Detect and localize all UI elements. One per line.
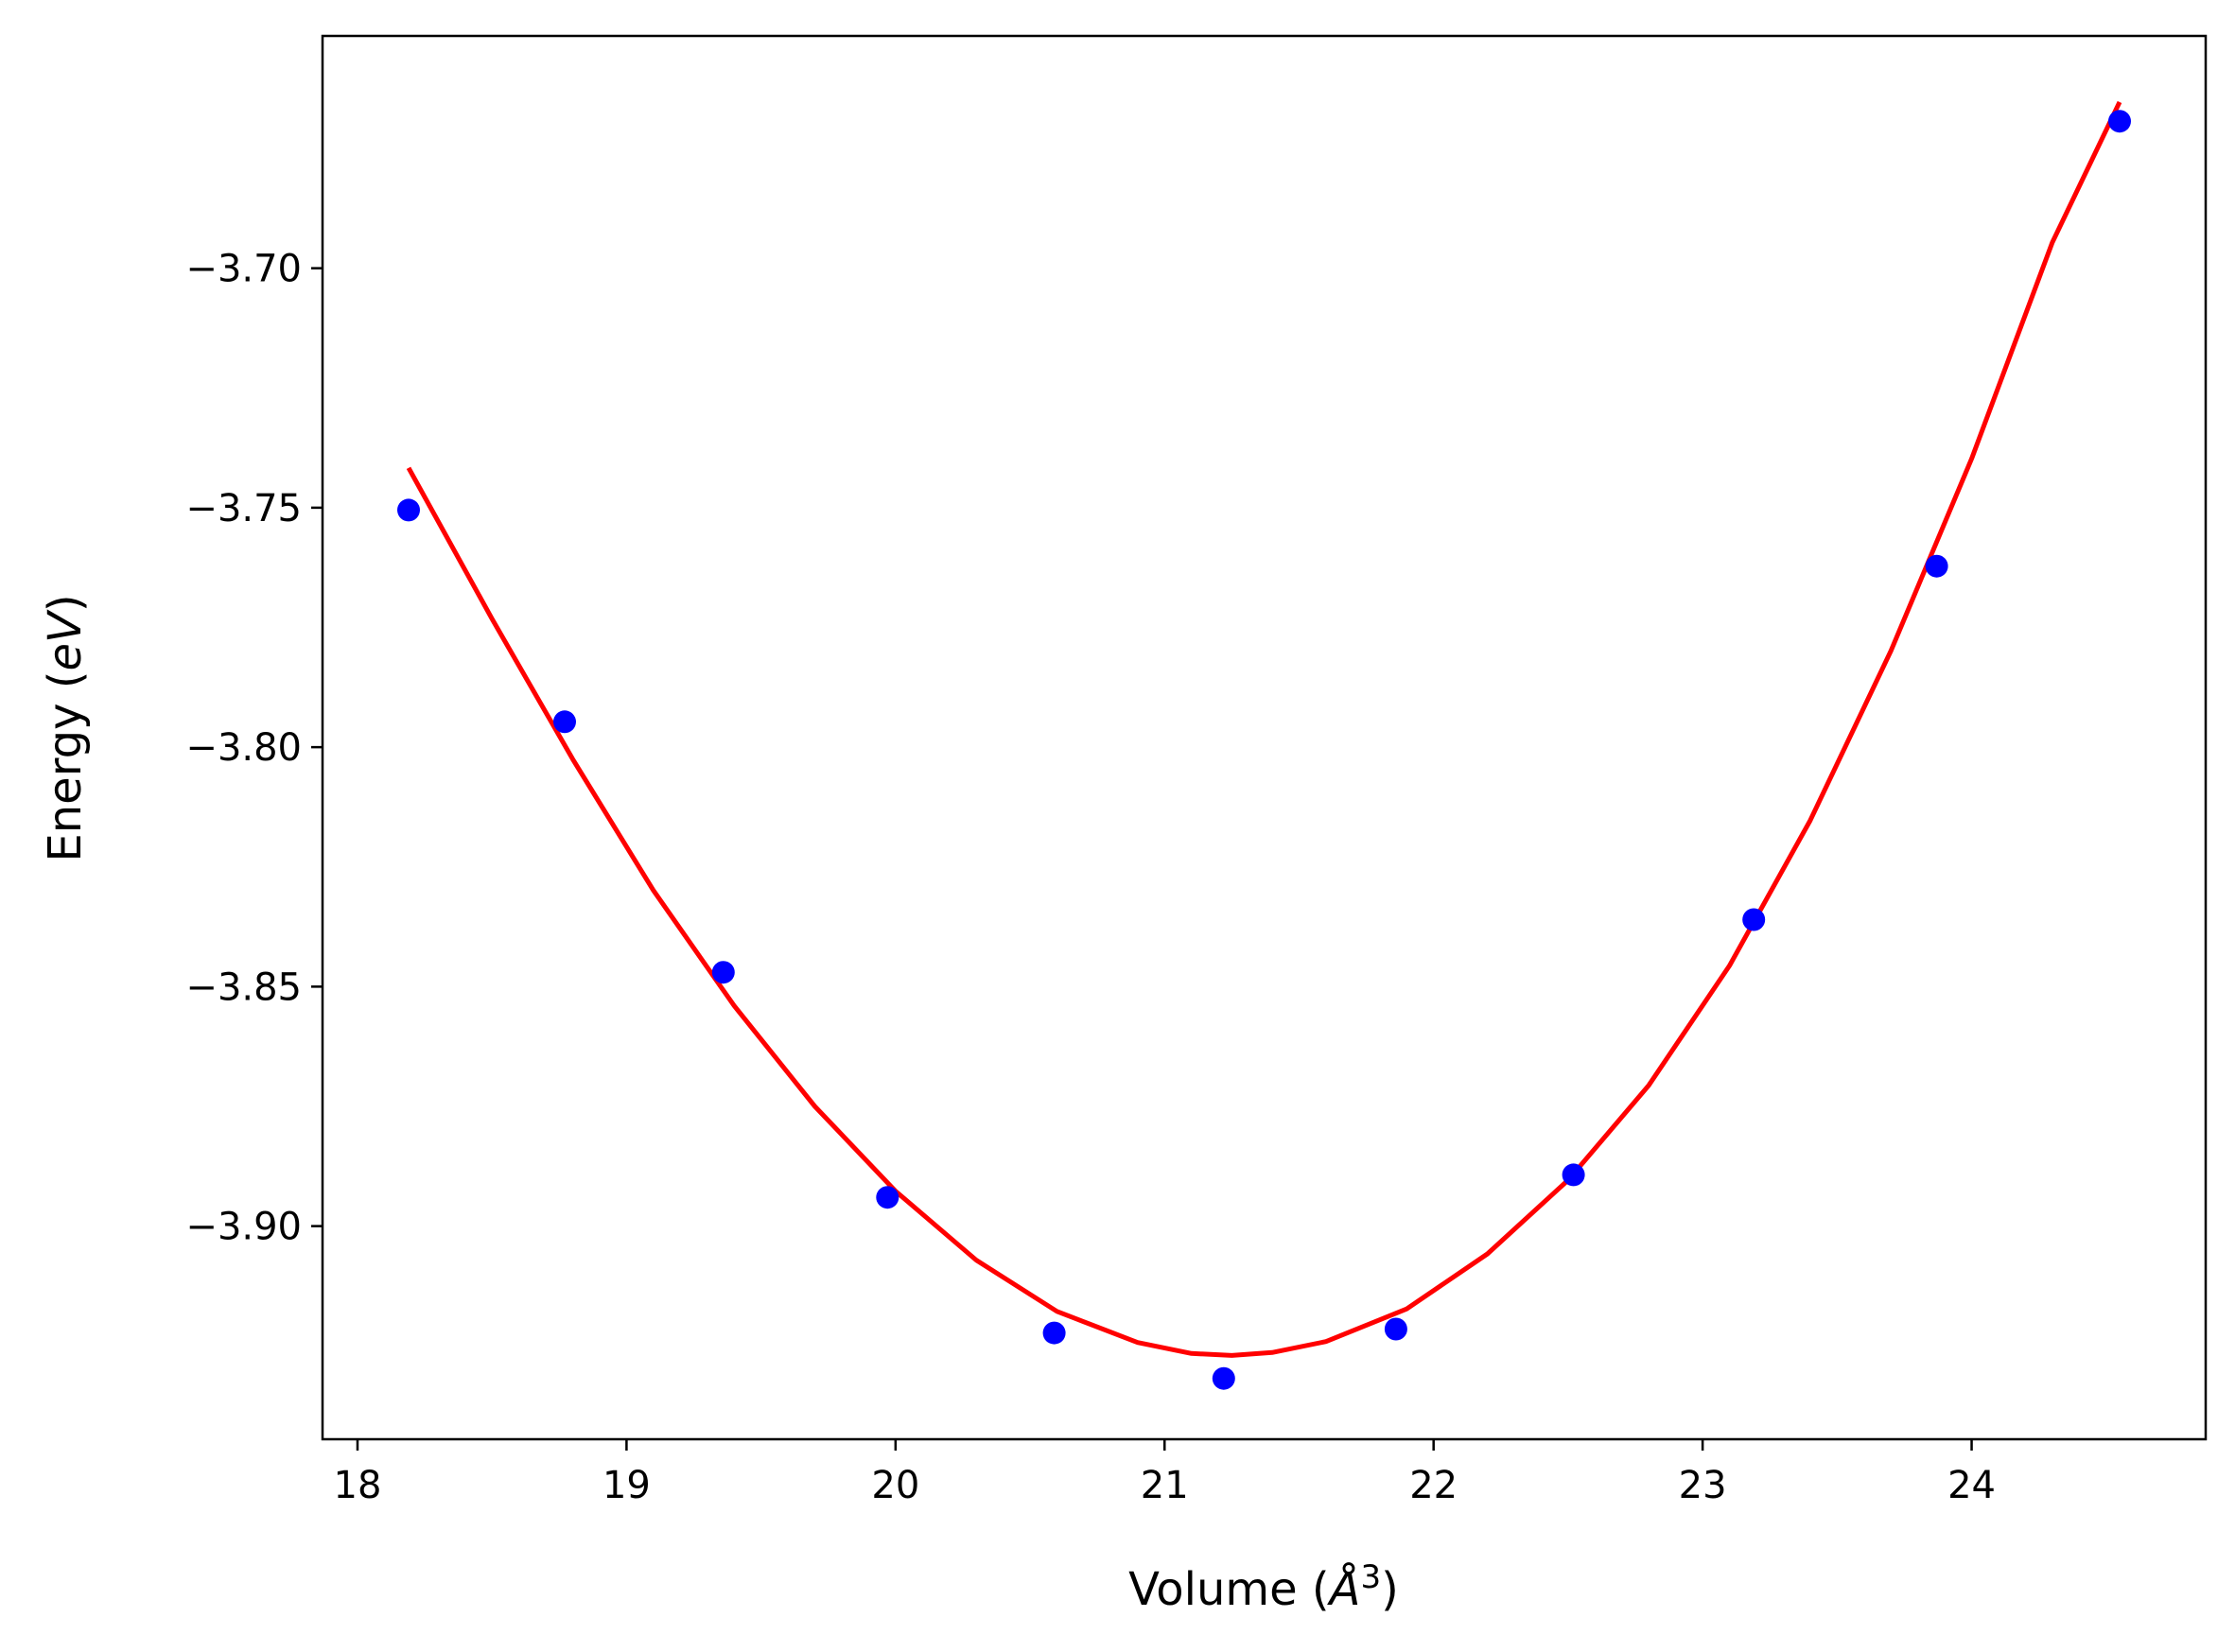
plot-area <box>321 34 2208 1441</box>
y-tick-label: −3.85 <box>185 965 302 1009</box>
y-tick-label: −3.90 <box>185 1206 302 1249</box>
x-tick-label: 24 <box>1947 1464 1996 1507</box>
data-point <box>2108 110 2131 133</box>
data-point <box>1042 1321 1066 1345</box>
data-point <box>1212 1366 1235 1390</box>
y-tick-label: −3.80 <box>185 726 302 770</box>
data-point <box>1562 1163 1585 1187</box>
x-tick-label: 21 <box>1141 1464 1189 1507</box>
x-axis-label: Volume (Å3) <box>1128 1558 1399 1616</box>
data-point <box>1384 1317 1407 1341</box>
x-tick-label: 20 <box>871 1464 919 1507</box>
fit-curve <box>406 100 2122 1358</box>
data-point <box>1742 908 1766 931</box>
y-tick-label: −3.70 <box>185 248 302 291</box>
x-tick-label: 18 <box>334 1464 382 1507</box>
plot-background <box>323 36 2206 1439</box>
series-layer <box>397 100 2131 1390</box>
data-point <box>876 1186 899 1209</box>
x-tick-label: 22 <box>1409 1464 1458 1507</box>
plot-frame <box>321 34 2208 1441</box>
y-axis-ticks: −3.70 −3.75 −3.80 −3.85 −3.90 <box>185 248 323 1249</box>
data-point <box>553 710 576 734</box>
y-tick-label: −3.75 <box>185 487 302 530</box>
x-axis-ticks: 18 19 20 21 22 23 24 <box>334 1439 1996 1507</box>
x-tick-label: 23 <box>1679 1464 1727 1507</box>
y-axis-label: Energy (eV) <box>39 594 92 861</box>
data-point <box>397 498 420 522</box>
data-point <box>1925 554 1948 578</box>
x-tick-label: 19 <box>602 1464 651 1507</box>
data-point <box>711 961 735 984</box>
